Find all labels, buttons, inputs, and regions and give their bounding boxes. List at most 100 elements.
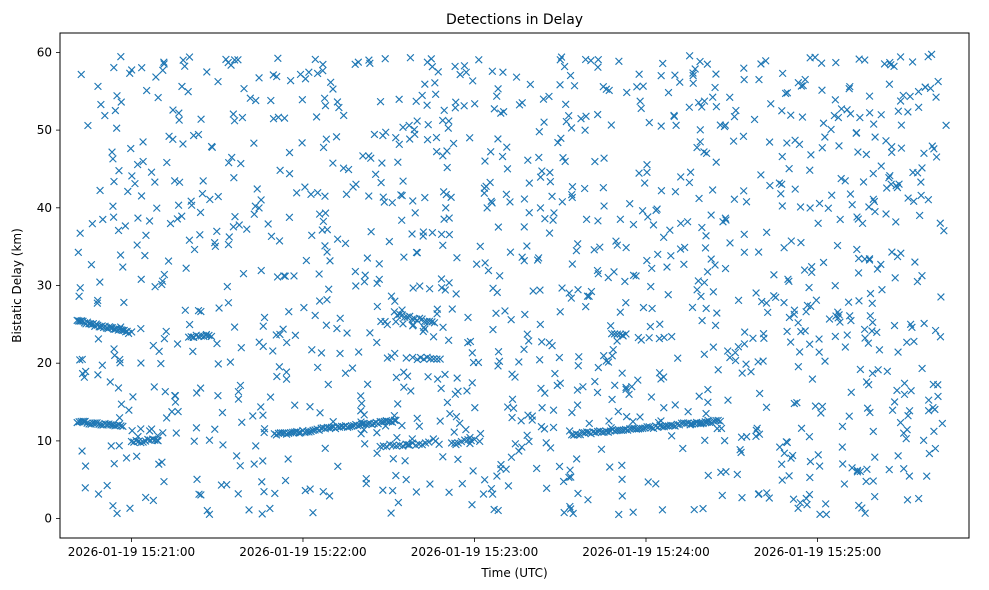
detection-point <box>853 245 861 254</box>
detection-point <box>285 169 294 178</box>
detection-point <box>686 168 695 177</box>
detection-point <box>929 403 937 412</box>
detection-point <box>460 61 469 70</box>
detection-point <box>518 98 527 107</box>
detection-point <box>109 213 118 221</box>
detection-point <box>738 493 746 502</box>
detection-point <box>495 357 504 366</box>
detection-point <box>643 160 651 169</box>
detection-point <box>94 82 102 91</box>
detection-point <box>160 477 168 486</box>
detection-point <box>763 308 772 317</box>
detection-point <box>423 101 431 110</box>
detection-point <box>334 462 342 471</box>
detection-point <box>659 233 668 242</box>
detection-point <box>436 417 445 425</box>
detection-point <box>251 96 260 105</box>
detection-point <box>723 347 732 355</box>
detection-point <box>301 183 309 191</box>
detection-point <box>635 70 643 79</box>
detection-point <box>319 487 328 496</box>
detection-point <box>223 282 232 291</box>
detection-point <box>658 59 667 68</box>
detection-point <box>257 266 266 275</box>
detection-point <box>175 178 184 187</box>
detection-point <box>554 138 562 147</box>
detection-point <box>425 284 434 293</box>
track-point <box>705 418 714 427</box>
detection-point <box>568 193 577 202</box>
detection-point <box>476 242 485 251</box>
detection-point <box>230 323 239 331</box>
detection-point <box>814 219 822 228</box>
detection-point <box>445 214 454 222</box>
detection-point <box>564 111 573 120</box>
detection-point <box>899 429 908 437</box>
detection-point <box>566 502 574 511</box>
detection-point <box>852 128 861 137</box>
detection-point <box>636 413 644 421</box>
detection-point <box>776 189 785 198</box>
detection-point <box>349 183 357 191</box>
detection-point <box>509 404 518 413</box>
detection-point <box>818 402 827 411</box>
detection-point <box>474 55 483 64</box>
detection-point <box>632 83 641 91</box>
detection-point <box>657 186 666 195</box>
detection-point <box>126 504 134 513</box>
detection-point <box>702 232 710 240</box>
detection-point <box>217 481 226 489</box>
detection-point <box>525 437 533 446</box>
detection-point <box>142 86 151 95</box>
detection-point <box>137 192 146 200</box>
detection-point <box>282 368 291 376</box>
detection-point <box>405 121 413 130</box>
detection-point <box>918 164 926 172</box>
detection-point <box>157 280 166 289</box>
detection-point <box>318 226 327 234</box>
detection-point <box>796 203 805 211</box>
detection-point <box>833 241 842 250</box>
detection-point <box>389 454 398 463</box>
detection-point <box>152 204 161 212</box>
detection-point <box>172 429 181 437</box>
track-point <box>132 436 140 445</box>
detection-point <box>267 232 276 241</box>
detection-point <box>556 55 565 64</box>
detection-point <box>798 113 807 121</box>
detection-point <box>747 367 755 376</box>
detection-point <box>897 121 906 129</box>
detection-point <box>697 292 705 301</box>
track-point <box>415 314 424 323</box>
detection-point <box>133 160 142 169</box>
detection-point <box>700 350 709 359</box>
detection-point <box>899 91 908 100</box>
detection-point <box>275 237 284 245</box>
detection-point <box>110 345 118 353</box>
detection-point <box>318 66 327 75</box>
detection-point <box>224 298 233 307</box>
detection-point <box>796 498 805 507</box>
detection-point <box>385 237 394 246</box>
detection-point <box>524 337 533 345</box>
detection-point <box>177 212 186 220</box>
detection-point <box>441 286 450 294</box>
detection-point <box>431 90 440 99</box>
detection-point <box>250 210 259 219</box>
detection-point <box>488 490 497 498</box>
detection-point <box>569 509 577 518</box>
detection-point <box>160 334 169 343</box>
detection-point <box>893 183 902 192</box>
detection-point <box>536 204 545 212</box>
detection-point <box>893 252 902 261</box>
detection-point <box>914 87 923 96</box>
detection-point <box>307 345 316 354</box>
detection-point <box>418 91 427 100</box>
detection-point <box>94 490 103 498</box>
detection-point <box>406 387 415 395</box>
detection-point <box>831 332 840 341</box>
detection-point <box>199 177 207 185</box>
detection-point <box>562 117 571 126</box>
detection-point <box>869 195 878 204</box>
detection-point <box>861 334 869 342</box>
